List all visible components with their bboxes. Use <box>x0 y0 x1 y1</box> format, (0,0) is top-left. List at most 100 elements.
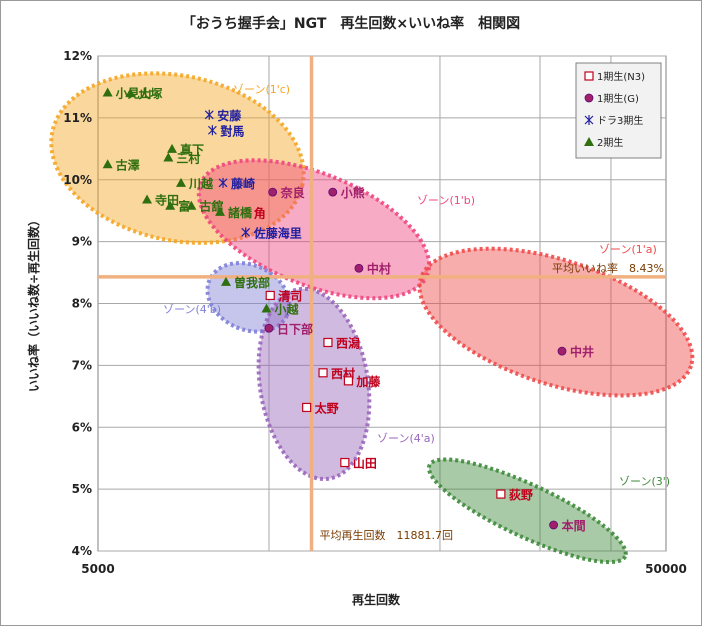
zone-ellipse <box>256 286 372 482</box>
zone-label: ゾーン(1'b) <box>417 194 475 207</box>
data-label: 藤崎 <box>230 176 255 191</box>
legend-label: 2期生 <box>597 136 623 149</box>
data-label: 諸橋 <box>228 205 253 220</box>
data-point <box>328 187 338 197</box>
data-label: 古澤 <box>116 157 140 172</box>
legend-marker <box>584 93 594 103</box>
data-point <box>102 87 113 97</box>
data-label: 三村 <box>176 150 200 165</box>
data-point <box>218 177 228 188</box>
data-point <box>557 346 567 356</box>
zone-label: ゾーン(3') <box>619 475 670 488</box>
avg-y-label: 平均いいね率 8.43% <box>552 261 664 275</box>
data-point <box>241 227 251 238</box>
y-tick-label: 9% <box>72 235 92 249</box>
legend-label: 1期生(G) <box>597 92 639 105</box>
data-label: 中井 <box>570 344 594 359</box>
data-point <box>318 368 328 378</box>
data-label: 西潟 <box>336 335 360 350</box>
data-point <box>215 206 226 216</box>
data-label: 富 <box>178 199 190 214</box>
data-point <box>142 194 153 204</box>
y-tick-label: 6% <box>72 420 92 434</box>
data-label: 荻野 <box>509 487 533 502</box>
data-point <box>167 143 178 153</box>
data-label: 加藤 <box>355 374 381 389</box>
data-label: 奈良 <box>280 185 305 200</box>
data-point <box>343 376 354 386</box>
data-label: 日下部 <box>277 321 313 336</box>
data-point <box>176 177 187 187</box>
data-label: 小見山 <box>116 86 152 101</box>
data-point <box>125 88 136 98</box>
zone-label: ゾーン(4'a) <box>377 432 435 445</box>
data-point <box>186 200 197 210</box>
zone-label: ゾーン(1'c) <box>233 83 290 96</box>
zone-ellipse <box>196 158 432 301</box>
data-point <box>265 290 275 301</box>
data-label: 佐藤海里 <box>253 225 302 240</box>
data-label: 角 <box>254 206 266 221</box>
data-label: 太野 <box>315 400 339 415</box>
data-label: 大塚 <box>138 86 162 101</box>
legend-label: ドラ3期生 <box>597 114 643 127</box>
zone-labels-layer: ゾーン(1'c) ゾーン(1'b) ゾーン(1'a) ゾーン(4'b) ゾーン(4'a)… <box>163 83 670 488</box>
reference-lines: 平均再生回数 11881.7回 平均いいね率 8.43% <box>98 56 666 551</box>
data-label: 寺田 <box>155 193 179 208</box>
data-label: 安藤 <box>217 108 242 123</box>
y-tick-label: 11% <box>63 111 92 125</box>
y-tick-label: 8% <box>72 297 92 311</box>
x-axis-label: 再生回数 <box>352 592 401 607</box>
x-tick-label: 5000 <box>81 562 114 576</box>
data-label: 本間 <box>562 518 586 533</box>
legend-marker <box>584 137 594 146</box>
zone-label: ゾーン(1'a) <box>599 243 657 256</box>
chart-title: 「おうち握手会」NGT 再生回数×いいね率 相関図 <box>182 15 520 32</box>
data-point <box>261 303 272 313</box>
data-point <box>302 402 312 413</box>
y-tick-label: 10% <box>63 173 92 187</box>
legend-marker <box>584 115 594 125</box>
legend: 1期生(N3) 1期生(G) ドラ3期生 2期生 <box>575 62 662 159</box>
data-point <box>268 187 278 197</box>
zone-ellipse <box>426 457 628 565</box>
data-label: 川越 <box>188 176 214 191</box>
data-point <box>102 159 113 169</box>
zones-layer <box>49 71 695 565</box>
data-label: 清司 <box>278 288 302 303</box>
legend-label: 1期生(N3) <box>597 70 645 83</box>
y-tick-label: 7% <box>72 358 92 372</box>
y-tick-label: 4% <box>72 544 92 558</box>
data-point <box>354 263 364 273</box>
zone-ellipse <box>49 71 306 245</box>
data-label: 對馬 <box>220 123 244 138</box>
data-label: 曽我部 <box>234 275 270 290</box>
data-label: 山田 <box>353 456 377 471</box>
x-tick-labels: 5000 50000 <box>81 562 687 576</box>
data-label: 中村 <box>367 261 391 276</box>
data-label: 小熊 <box>341 185 365 200</box>
legend-marker <box>584 71 594 81</box>
x-tick-label: 50000 <box>645 562 687 576</box>
data-label: 真下 <box>180 142 204 157</box>
data-label: 小越 <box>275 301 300 316</box>
data-point <box>165 200 176 210</box>
data-label: 古舘 <box>199 199 223 214</box>
data-point <box>549 520 558 530</box>
y-tick-label: 12% <box>63 49 92 63</box>
y-tick-labels: 4% 5% 6% 7% 8% 9% 10% 11% 12% <box>63 49 92 558</box>
data-point <box>323 337 333 348</box>
y-tick-label: 5% <box>72 482 92 496</box>
y-axis-label: いいね率（いいね数÷再生回数） <box>26 214 41 392</box>
data-point <box>163 152 174 162</box>
data-point <box>220 276 231 286</box>
data-point <box>340 457 350 468</box>
avg-x-label: 平均再生回数 11881.7回 <box>320 528 454 542</box>
data-point <box>496 489 506 499</box>
zone-label: ゾーン(4'b) <box>163 303 221 316</box>
data-point <box>204 109 214 120</box>
